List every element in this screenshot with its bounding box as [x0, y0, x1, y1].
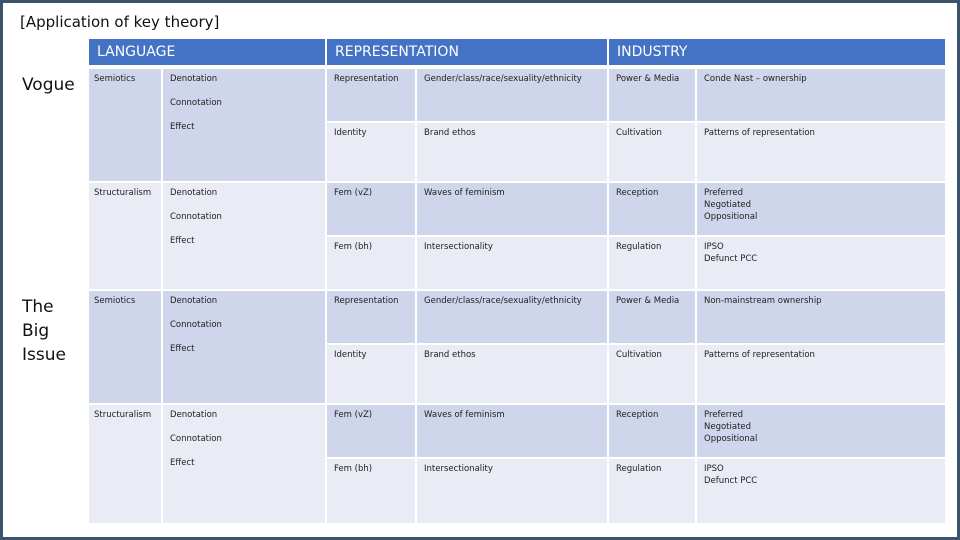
- table-cell: Patterns of representation: [696, 344, 946, 404]
- cell-text: Cultivation: [616, 350, 662, 360]
- language-item: Effect: [170, 236, 195, 246]
- table-cell: Fem (bh): [326, 236, 416, 290]
- language-item: Effect: [170, 458, 195, 468]
- table-cell: Cultivation: [608, 122, 696, 182]
- table-cell: Patterns of representation: [696, 122, 946, 182]
- table-cell: Fem (vZ): [326, 404, 416, 458]
- table-cell: Representation: [326, 68, 416, 122]
- cell-text: Preferred Negotiated Oppositional: [704, 410, 758, 444]
- cell-text: Waves of feminism: [424, 188, 505, 198]
- table-cell: Intersectionality: [416, 458, 608, 524]
- cell-text: Fem (bh): [334, 464, 373, 474]
- language-items-cell: Denotation Connotation Effect: [162, 290, 326, 404]
- cell-text: Non-mainstream ownership: [704, 296, 822, 306]
- group-label: The Big Issue: [22, 297, 66, 365]
- language-item: Effect: [170, 344, 195, 354]
- table-cell: Gender/class/race/sexuality/ethnicity: [416, 290, 608, 344]
- cell-text: Brand ethos: [424, 350, 476, 360]
- table-cell: Reception: [608, 404, 696, 458]
- cell-text: Intersectionality: [424, 242, 493, 252]
- cell-text: Identity: [334, 350, 367, 360]
- table-cell: Waves of feminism: [416, 404, 608, 458]
- table-cell: Brand ethos: [416, 344, 608, 404]
- table-cell: Conde Nast – ownership: [696, 68, 946, 122]
- language-term-cell: Semiotics: [88, 290, 162, 404]
- table-cell: Regulation: [608, 458, 696, 524]
- cell-text: Gender/class/race/sexuality/ethnicity: [424, 296, 582, 306]
- table-cell: Brand ethos: [416, 122, 608, 182]
- cell-text: Waves of feminism: [424, 410, 505, 420]
- table-cell: Identity: [326, 344, 416, 404]
- table-cell: Cultivation: [608, 344, 696, 404]
- column-header: LANGUAGE: [88, 38, 326, 66]
- slide-title: [Application of key theory]: [20, 13, 220, 31]
- language-term: Semiotics: [94, 296, 136, 306]
- language-item: Connotation: [170, 98, 222, 108]
- cell-text: IPSO Defunct PCC: [704, 242, 758, 264]
- table-cell: Power & Media: [608, 68, 696, 122]
- cell-text: Representation: [334, 296, 399, 306]
- column-header: REPRESENTATION: [326, 38, 608, 66]
- cell-text: IPSO Defunct PCC: [704, 464, 758, 486]
- language-item: Connotation: [170, 320, 222, 330]
- language-item: Connotation: [170, 212, 222, 222]
- cell-text: Regulation: [616, 242, 662, 252]
- cell-text: Power & Media: [616, 74, 680, 84]
- table-cell: Gender/class/race/sexuality/ethnicity: [416, 68, 608, 122]
- cell-text: Regulation: [616, 464, 662, 474]
- table-cell: Non-mainstream ownership: [696, 290, 946, 344]
- table-cell: Intersectionality: [416, 236, 608, 290]
- cell-text: Reception: [616, 188, 659, 198]
- language-term: Semiotics: [94, 74, 136, 84]
- cell-text: Reception: [616, 410, 659, 420]
- language-term-cell: Structuralism: [88, 182, 162, 290]
- cell-text: Patterns of representation: [704, 350, 815, 360]
- language-item: Denotation: [170, 410, 218, 420]
- table-cell: IPSO Defunct PCC: [696, 236, 946, 290]
- table-cell: Power & Media: [608, 290, 696, 344]
- cell-text: Fem (vZ): [334, 410, 373, 420]
- table-cell: Preferred Negotiated Oppositional: [696, 404, 946, 458]
- language-term: Structuralism: [94, 188, 152, 198]
- cell-text: Representation: [334, 74, 399, 84]
- table-cell: Preferred Negotiated Oppositional: [696, 182, 946, 236]
- header-blank: [17, 38, 88, 66]
- group-label: Vogue: [22, 75, 75, 95]
- language-items-cell: Denotation Connotation Effect: [162, 68, 326, 182]
- table-cell: IPSO Defunct PCC: [696, 458, 946, 524]
- cell-text: Gender/class/race/sexuality/ethnicity: [424, 74, 582, 84]
- table-cell: Reception: [608, 182, 696, 236]
- cell-text: Intersectionality: [424, 464, 493, 474]
- table-cell: Waves of feminism: [416, 182, 608, 236]
- column-header: INDUSTRY: [608, 38, 946, 66]
- cell-text: Preferred Negotiated Oppositional: [704, 188, 758, 222]
- table-cell: Representation: [326, 290, 416, 344]
- language-term: Structuralism: [94, 410, 152, 420]
- table-cell: Regulation: [608, 236, 696, 290]
- language-item: Connotation: [170, 434, 222, 444]
- cell-text: Fem (bh): [334, 242, 373, 252]
- language-term-cell: Semiotics: [88, 68, 162, 182]
- table-cell: Fem (vZ): [326, 182, 416, 236]
- language-item: Effect: [170, 122, 195, 132]
- language-term-cell: Structuralism: [88, 404, 162, 524]
- cell-text: Brand ethos: [424, 128, 476, 138]
- language-item: Denotation: [170, 74, 218, 84]
- cell-text: Fem (vZ): [334, 188, 373, 198]
- language-items-cell: Denotation Connotation Effect: [162, 404, 326, 524]
- language-item: Denotation: [170, 296, 218, 306]
- cell-text: Cultivation: [616, 128, 662, 138]
- table-cell: Identity: [326, 122, 416, 182]
- language-item: Denotation: [170, 188, 218, 198]
- cell-text: Conde Nast – ownership: [704, 74, 807, 84]
- language-items-cell: Denotation Connotation Effect: [162, 182, 326, 290]
- cell-text: Patterns of representation: [704, 128, 815, 138]
- table-cell: Fem (bh): [326, 458, 416, 524]
- cell-text: Power & Media: [616, 296, 680, 306]
- cell-text: Identity: [334, 128, 367, 138]
